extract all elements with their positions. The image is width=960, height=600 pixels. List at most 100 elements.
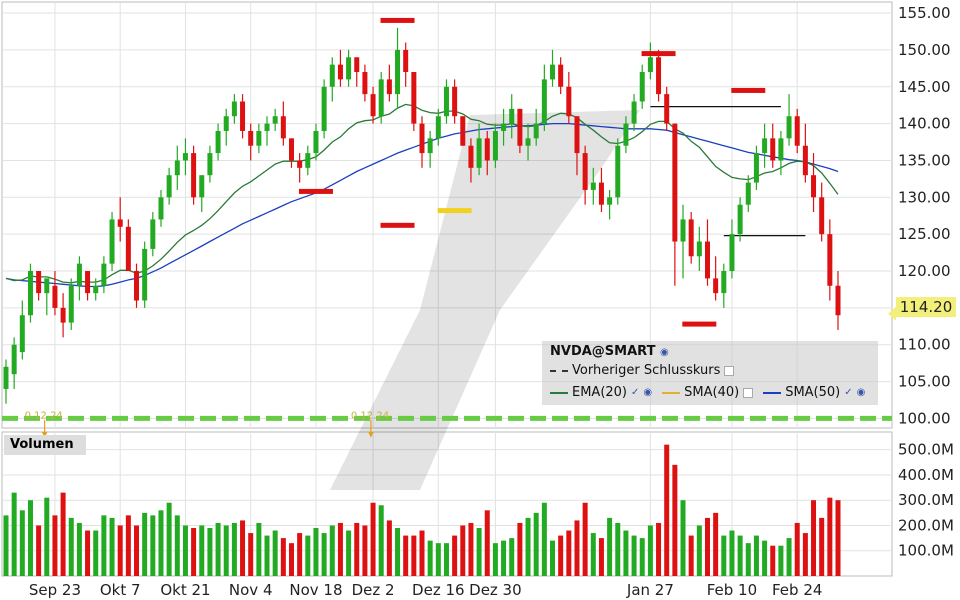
candle-body xyxy=(166,175,172,198)
volume-bar xyxy=(76,522,82,576)
ema20-swatch xyxy=(550,391,568,394)
candle-body xyxy=(386,79,392,95)
price-pane: 0.12.24 0.12.24 xyxy=(2,17,892,438)
volume-tick-label: 100.0M xyxy=(898,542,954,560)
candle-body xyxy=(533,123,539,139)
low-marker xyxy=(298,188,333,194)
candle-body xyxy=(704,241,710,279)
high-marker xyxy=(380,17,415,23)
volume-bar xyxy=(794,522,800,576)
candle-body xyxy=(460,116,466,146)
volume-bar xyxy=(36,525,42,576)
checkbox-icon[interactable] xyxy=(743,387,754,398)
candle-body xyxy=(647,57,653,73)
candle-body xyxy=(174,160,180,176)
candle-body xyxy=(770,138,776,161)
candle-body xyxy=(142,248,148,301)
volume-bar xyxy=(109,517,115,576)
volume-bar xyxy=(321,533,327,576)
volume-bar xyxy=(411,535,417,576)
candle-body xyxy=(607,197,613,205)
candle-body xyxy=(44,278,50,294)
candle-body xyxy=(525,138,531,146)
check-icon[interactable]: ✓ xyxy=(631,387,640,398)
candle-body xyxy=(509,108,515,124)
legend-sma50[interactable]: SMA(50) ✓ ◉ xyxy=(763,385,865,400)
volume-bar xyxy=(819,517,825,576)
volume-bar xyxy=(231,522,237,576)
candle-body xyxy=(713,278,719,294)
candle-body xyxy=(786,116,792,139)
candle-body xyxy=(476,138,482,168)
x-tick-label: Dez 30 xyxy=(469,581,522,599)
volume-bar xyxy=(680,500,686,576)
candle-body xyxy=(395,49,401,95)
legend-prev-close: Vorheriger Schlusskurs xyxy=(572,363,721,378)
volume-bar xyxy=(3,515,9,576)
candle-body xyxy=(664,94,670,124)
x-tick-label: Nov 18 xyxy=(289,581,342,599)
volume-bar xyxy=(639,538,645,576)
candle-body xyxy=(354,57,360,73)
settings-icon[interactable]: ◉ xyxy=(643,387,653,398)
candle-body xyxy=(802,145,808,176)
legend-ema20[interactable]: EMA(20) ✓ ◉ xyxy=(550,385,652,400)
x-tick-label: Feb 10 xyxy=(707,581,757,599)
candle-body xyxy=(240,101,246,131)
candle-body xyxy=(272,116,278,124)
arrow-marker-head xyxy=(41,431,48,438)
check-icon[interactable]: ✓ xyxy=(844,387,853,398)
volume-bar xyxy=(256,522,262,576)
price-tick-label: 135.00 xyxy=(898,151,951,169)
x-tick-label: Jan 27 xyxy=(626,581,674,599)
volume-bar xyxy=(729,530,735,576)
x-tick-label: Nov 4 xyxy=(229,581,273,599)
candle-body xyxy=(590,182,596,190)
sma50-label: SMA(50) xyxy=(785,385,841,400)
low-marker xyxy=(682,321,717,327)
volume-bar xyxy=(656,522,662,576)
candle-body xyxy=(688,219,694,257)
settings-icon[interactable]: ◉ xyxy=(659,347,669,358)
axes: 155.00 150.00 145.00 140.00 135.00 130.00 125.… xyxy=(29,4,954,599)
volume-bar xyxy=(672,464,678,576)
candle-body xyxy=(231,101,237,117)
candle-body xyxy=(794,116,800,146)
candle-body xyxy=(762,138,768,154)
volume-tick-label: 500.0M xyxy=(898,441,954,459)
legend-sma40[interactable]: SMA(40) xyxy=(662,385,754,400)
legend-title: NVDA@SMART ◉ xyxy=(550,344,669,359)
volume-bar xyxy=(517,522,523,576)
volume-bar xyxy=(427,540,433,576)
checkbox-icon[interactable] xyxy=(724,365,735,376)
x-tick-label: Sep 23 xyxy=(29,581,81,599)
candle-body xyxy=(411,72,417,124)
volume-bar xyxy=(476,528,482,576)
candle-body xyxy=(313,130,319,154)
candle-body xyxy=(337,64,343,80)
sma40-swatch xyxy=(662,391,681,394)
volume-bar xyxy=(125,515,131,576)
candle-body xyxy=(598,182,604,205)
volume-bar xyxy=(574,520,580,576)
volume-bar xyxy=(199,525,205,576)
volume-bar xyxy=(11,492,17,576)
volume-bar xyxy=(615,522,621,576)
candle-body xyxy=(656,57,662,95)
candle-body xyxy=(484,138,490,161)
candle-body xyxy=(745,182,751,205)
candle-body xyxy=(68,285,74,323)
ema20-label: EMA(20) xyxy=(572,385,628,400)
volume-bar xyxy=(337,522,343,576)
volume-bar xyxy=(501,540,507,576)
volume-bar xyxy=(101,515,107,576)
candle-body xyxy=(52,285,58,308)
candle-body xyxy=(305,153,311,168)
volume-bar xyxy=(468,522,474,576)
volume-bar xyxy=(492,543,498,576)
volume-bar xyxy=(288,543,294,576)
candle-body xyxy=(223,116,229,131)
volume-tick-label: 200.0M xyxy=(898,516,954,534)
settings-icon[interactable]: ◉ xyxy=(856,387,866,398)
volume-bar xyxy=(688,535,694,576)
